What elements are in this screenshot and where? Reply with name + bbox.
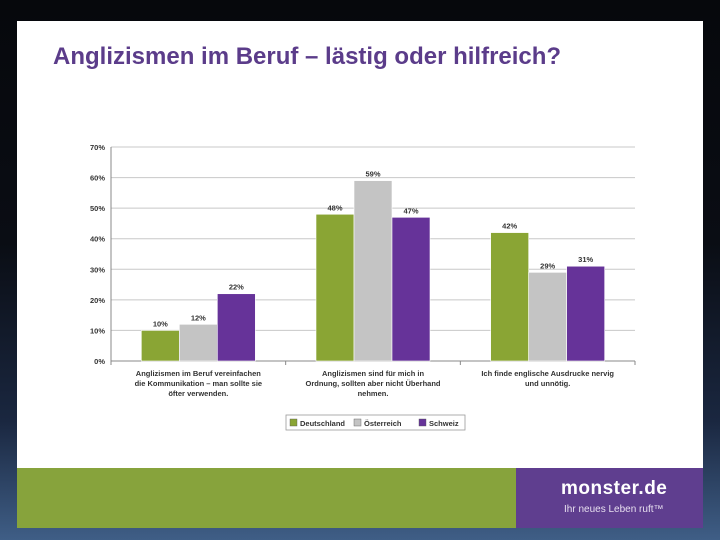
legend-box <box>285 414 466 431</box>
data-label: 42% <box>502 222 517 231</box>
data-label: 12% <box>191 313 206 322</box>
bar-schweiz <box>217 293 256 362</box>
data-label: 29% <box>540 261 555 270</box>
category-label: die Kommunikation – man sollte sie <box>135 379 263 388</box>
legend-label: Österreich <box>364 419 402 428</box>
y-tick-label: 20% <box>90 296 105 305</box>
y-tick-label: 60% <box>90 174 105 183</box>
data-label: 31% <box>578 255 593 264</box>
bar-chart: 0% 10% 20% 30% 40% 50% 60% 70% 10% 48% 42% 12% 59% 29… <box>90 143 636 431</box>
bar-deutschland <box>315 213 355 362</box>
bar-schweiz <box>391 217 431 362</box>
data-label: 22% <box>229 283 244 292</box>
legend-swatch <box>353 418 362 427</box>
bar-österreich <box>353 180 393 362</box>
legend-swatch <box>289 418 298 427</box>
bar-deutschland <box>141 330 180 362</box>
bar-österreich <box>179 324 218 362</box>
category-label: Ordnung, sollten aber nicht Überhand <box>305 379 440 388</box>
bar-deutschland <box>490 232 529 362</box>
legend-label: Deutschland <box>300 419 345 428</box>
category-label: und unnötig. <box>525 379 570 388</box>
bar-österreich <box>528 272 567 362</box>
y-tick-label: 10% <box>90 326 105 335</box>
footer-bar: monster.de Ihr neues Leben ruft™ <box>17 468 703 528</box>
y-tick-label: 0% <box>94 357 105 366</box>
brand-logo: monster.de Ihr neues Leben ruft™ <box>516 468 703 528</box>
slide-title: Anglizismen im Beruf – lästig oder hilfr… <box>53 43 562 70</box>
category-label: Anglizismen sind für mich in <box>322 369 425 378</box>
data-label: 10% <box>153 319 168 328</box>
data-label: 59% <box>365 170 380 179</box>
slide: Anglizismen im Beruf – lästig oder hilfr… <box>17 21 703 528</box>
data-label: 48% <box>327 203 342 212</box>
bar-schweiz <box>566 265 605 362</box>
legend-swatch <box>418 418 427 427</box>
legend-label: Schweiz <box>429 419 459 428</box>
logo-tagline: Ihr neues Leben ruft™ <box>564 504 664 515</box>
data-label: 47% <box>403 206 418 215</box>
category-label: nehmen. <box>358 389 389 398</box>
y-tick-label: 50% <box>90 204 105 213</box>
logo-text: monster.de <box>561 478 668 499</box>
category-label: Anglizismen im Beruf vereinfachen <box>136 369 261 378</box>
y-tick-label: 40% <box>90 235 105 244</box>
category-label: Ich finde englische Ausdrucke nervig <box>481 369 614 378</box>
category-label: öfter verwenden. <box>168 389 228 398</box>
y-tick-label: 70% <box>90 143 105 152</box>
y-tick-label: 30% <box>90 265 105 274</box>
